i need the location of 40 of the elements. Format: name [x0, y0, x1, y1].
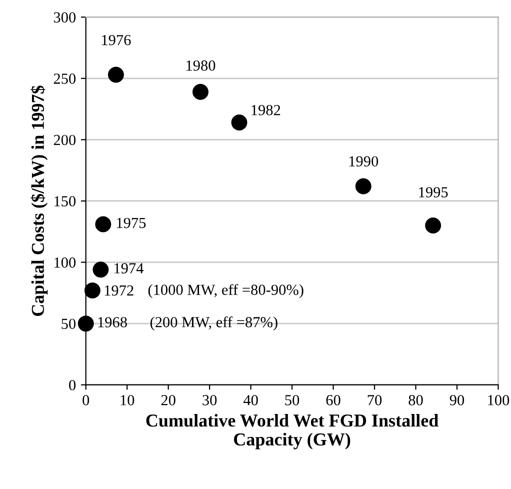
point	[355, 178, 372, 194]
annotation: 1972	[104, 285, 134, 296]
x-tick-label: 90	[450, 395, 464, 406]
annotation: 1968	[98, 317, 127, 328]
annotation: 1990	[349, 156, 378, 166]
annotation: 1974	[114, 263, 144, 274]
point	[425, 218, 442, 234]
x-tick-label: 100	[488, 395, 510, 406]
x-tick-label: 10	[120, 395, 134, 406]
y-tick-label: 300	[54, 12, 76, 23]
x-tick-label: 20	[161, 395, 176, 406]
annotation: 1982	[252, 104, 280, 116]
annotation: (200 MW, eff =87%)	[150, 316, 278, 330]
x-tick-label: 80	[408, 395, 423, 406]
point	[84, 282, 100, 298]
x-tick-label: 40	[243, 395, 258, 406]
y-tick-label: 0	[69, 380, 76, 390]
point	[95, 216, 112, 232]
point	[92, 262, 109, 278]
x-tick-label: 70	[368, 395, 382, 406]
annotation: 1975	[117, 218, 146, 228]
y-tick-label: 200	[54, 134, 76, 146]
x-tick-label: 60	[326, 395, 340, 406]
x-tick-label: 50	[285, 395, 300, 406]
y-tick-label: 50	[62, 318, 76, 330]
x-tick-label: 30	[202, 395, 217, 406]
point	[78, 316, 94, 332]
x-tick-label: 0	[82, 395, 90, 406]
point	[231, 114, 248, 131]
annotation: (1000 MW, eff =80-90%)	[148, 284, 304, 298]
y-tick-label: 150	[54, 196, 76, 206]
annotation: 1980	[186, 60, 216, 71]
y-axis-title: Capital Costs ($/kW) in 1997$	[30, 86, 48, 316]
point	[192, 84, 208, 100]
annotation: 1976	[102, 34, 131, 46]
y-tick-label: 250	[54, 74, 76, 84]
x-axis-title: Cumulative World Wet FGD Installed Capacity (GW)	[146, 414, 438, 450]
annotation: 1995	[419, 187, 448, 198]
y-tick-label: 100	[54, 257, 76, 268]
point	[108, 66, 124, 83]
